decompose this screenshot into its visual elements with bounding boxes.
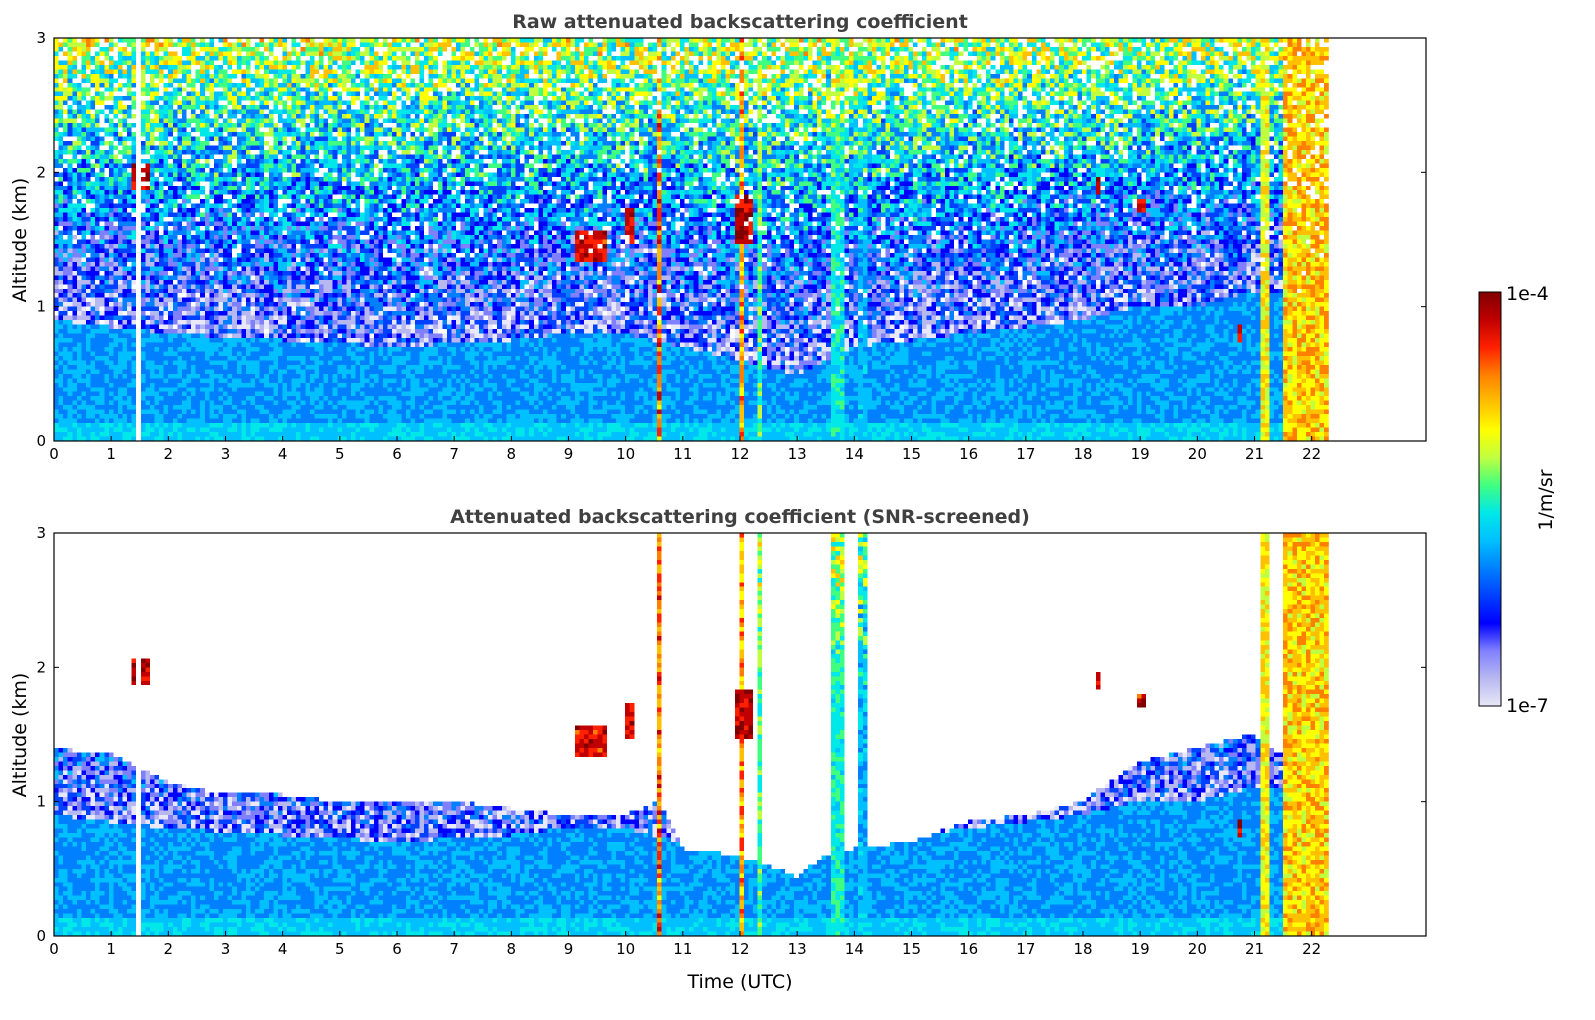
x-tick-label: 20 [1188,445,1207,463]
panel-screened: Attenuated backscattering coefficient (S… [9,506,1427,993]
x-tick-label: 8 [507,445,517,463]
x-tick-label: 18 [1073,940,1092,958]
y-tick-label: 1 [36,793,46,811]
x-tick-label: 1 [106,940,116,958]
x-tick-label: 1 [106,445,116,463]
panel-raw-plot-area [54,38,1329,441]
panel-screened-ylabel: Altitude (km) [9,673,31,798]
x-tick-label: 3 [221,940,231,958]
x-tick-label: 22 [1302,445,1321,463]
x-tick-label: 15 [902,940,921,958]
x-tick-label: 11 [673,445,692,463]
x-tick-label: 10 [616,445,635,463]
x-tick-label: 20 [1188,940,1207,958]
x-tick-label: 7 [449,940,459,958]
x-tick-label: 19 [1131,940,1150,958]
panel-raw-y-ticks: 0 1 2 3 [36,29,1426,450]
x-tick-label: 4 [278,940,288,958]
panel-raw-x-ticks: 0 1 2 3 4 5 6 7 8 9 10 11 12 13 14 15 16 17 18 19 20 21 22 [49,436,1321,463]
x-tick-label: 22 [1302,940,1321,958]
x-tick-label: 12 [730,445,749,463]
heatmap-image [54,38,1329,441]
panel-screened-y-ticks: 0 1 2 3 [36,524,1426,945]
panel-screened-x-ticks: 0 1 2 3 4 5 6 7 8 9 10 11 12 13 14 15 16 17 18 19 20 21 22 [49,931,1321,958]
x-tick-label: 11 [673,940,692,958]
x-tick-label: 4 [278,445,288,463]
colorbar-units-label: 1/m/sr [1535,469,1557,530]
x-tick-label: 10 [616,940,635,958]
x-tick-label: 21 [1245,940,1264,958]
x-tick-label: 6 [392,940,402,958]
x-tick-label: 0 [49,940,59,958]
panel-screened-title: Attenuated backscattering coefficient (S… [450,506,1030,528]
y-tick-label: 3 [36,524,46,542]
x-tick-label: 9 [564,445,574,463]
panel-screened-plot-area [54,533,1329,936]
x-tick-label: 7 [449,445,459,463]
x-tick-label: 14 [845,445,864,463]
panel-screened-xlabel: Time (UTC) [686,971,792,993]
x-tick-label: 14 [845,940,864,958]
panel-raw-title: Raw attenuated backscattering coefficien… [512,11,968,33]
x-tick-label: 6 [392,445,402,463]
x-tick-label: 9 [564,940,574,958]
y-tick-label: 2 [36,658,46,676]
y-tick-label: 0 [36,432,46,450]
x-tick-label: 19 [1131,445,1150,463]
y-tick-label: 3 [36,29,46,47]
panel-raw: Raw attenuated backscattering coefficien… [9,11,1427,463]
x-tick-label: 12 [730,940,749,958]
x-tick-label: 3 [221,445,231,463]
y-tick-label: 0 [36,927,46,945]
x-tick-label: 2 [164,445,174,463]
colorbar-min-label: 1e-7 [1506,695,1549,717]
x-tick-label: 8 [507,940,517,958]
x-tick-label: 17 [1016,940,1035,958]
x-tick-label: 18 [1073,445,1092,463]
x-tick-label: 16 [959,445,978,463]
x-tick-label: 21 [1245,445,1264,463]
x-tick-label: 0 [49,445,59,463]
y-tick-label: 1 [36,298,46,316]
x-tick-label: 2 [164,940,174,958]
colorbar-bar [1478,291,1502,707]
x-tick-label: 16 [959,940,978,958]
colorbar-max-label: 1e-4 [1506,283,1549,305]
x-tick-label: 15 [902,445,921,463]
colorbar: 1e-4 1e-7 1/m/sr [1478,283,1557,717]
heatmap-image [54,533,1329,936]
x-tick-label: 13 [788,940,807,958]
y-tick-label: 2 [36,163,46,181]
x-tick-label: 5 [335,940,345,958]
panel-raw-ylabel: Altitude (km) [9,178,31,303]
x-tick-label: 13 [788,445,807,463]
x-tick-label: 17 [1016,445,1035,463]
x-tick-label: 5 [335,445,345,463]
